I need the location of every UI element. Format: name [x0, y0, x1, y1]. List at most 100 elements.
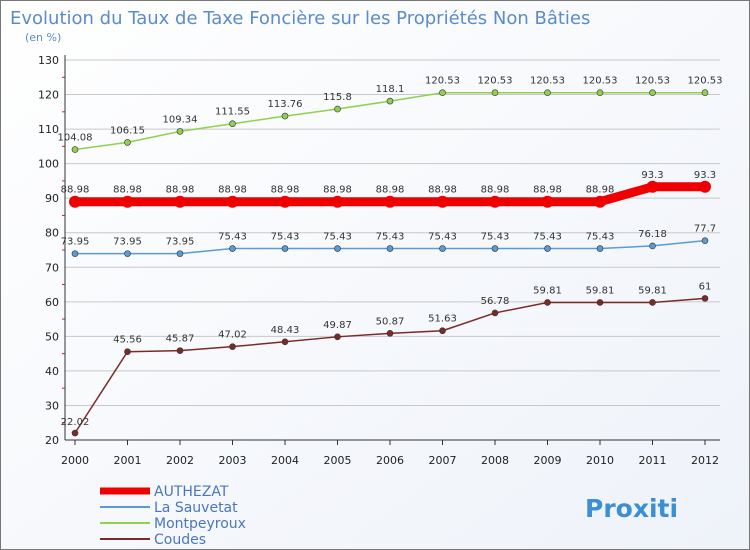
data-point — [121, 195, 134, 208]
y-tick-label: 20 — [45, 434, 59, 447]
data-label: 120.53 — [425, 76, 460, 87]
data-label: 48.43 — [271, 325, 300, 336]
y-tick-label: 70 — [45, 261, 59, 274]
data-label: 59.81 — [638, 285, 667, 296]
data-point — [439, 327, 446, 335]
legend-label: Coudes — [154, 532, 206, 548]
data-point — [384, 195, 396, 208]
data-point — [229, 343, 236, 350]
data-point — [174, 195, 186, 208]
data-point — [71, 146, 79, 153]
x-tick-label: 2005 — [324, 454, 352, 467]
data-label: 76.18 — [638, 229, 667, 240]
data-point — [331, 195, 344, 208]
data-label: 73.95 — [61, 237, 90, 248]
legend-label: AUTHEZAT — [154, 484, 229, 500]
data-label: 61 — [699, 281, 712, 292]
data-point — [439, 245, 446, 252]
x-tick-label: 2009 — [534, 454, 562, 467]
data-point — [334, 333, 341, 341]
data-label: 93.3 — [694, 170, 716, 181]
data-label: 111.55 — [215, 107, 250, 118]
data-point — [541, 195, 554, 208]
data-label: 88.98 — [586, 185, 615, 196]
data-label: 113.76 — [268, 99, 303, 110]
data-label: 88.98 — [428, 185, 457, 196]
y-axis-unit: (en %) — [25, 31, 61, 44]
data-point — [229, 245, 236, 252]
data-point — [594, 195, 606, 208]
data-label: 22.02 — [61, 417, 90, 428]
data-label: 77.7 — [694, 224, 716, 235]
data-point — [386, 330, 394, 337]
data-label: 88.98 — [113, 185, 142, 196]
data-label: 88.98 — [166, 185, 195, 196]
x-tick-label: 2002 — [166, 454, 194, 467]
data-label: 59.81 — [533, 285, 562, 296]
data-label: 75.43 — [586, 232, 615, 243]
data-point — [124, 250, 131, 257]
data-label: 88.98 — [271, 185, 300, 196]
x-tick-label: 2010 — [586, 454, 614, 467]
data-point — [489, 195, 501, 208]
y-tick-label: 40 — [45, 365, 59, 378]
data-label: 50.87 — [376, 316, 405, 327]
y-tick-label: 90 — [45, 192, 59, 205]
data-point — [436, 195, 449, 208]
data-label: 88.98 — [323, 185, 352, 196]
y-tick-label: 120 — [38, 89, 59, 102]
data-point — [334, 245, 341, 252]
data-point — [124, 139, 131, 146]
data-label: 49.87 — [323, 320, 352, 331]
data-point — [279, 195, 291, 208]
data-point — [701, 295, 709, 302]
data-point — [71, 429, 79, 437]
data-point — [229, 120, 236, 128]
data-point — [544, 245, 551, 252]
data-point — [69, 195, 81, 208]
data-label: 73.95 — [166, 237, 195, 248]
data-label: 118.1 — [376, 84, 405, 95]
data-label: 115.8 — [323, 92, 352, 103]
data-point — [544, 299, 551, 306]
proxiti-logo-text: Proxiti — [585, 494, 678, 523]
legend-label: La Sauvetat — [154, 500, 238, 516]
x-tick-label: 2007 — [429, 454, 457, 467]
data-label: 56.78 — [481, 296, 510, 307]
data-point — [176, 347, 184, 354]
data-point — [596, 245, 604, 252]
data-label: 120.53 — [635, 76, 670, 87]
data-point — [281, 112, 289, 120]
y-tick-label: 130 — [38, 54, 59, 67]
y-tick-label: 60 — [45, 296, 59, 309]
data-label: 75.43 — [218, 232, 247, 243]
data-point — [596, 299, 604, 306]
data-label: 75.43 — [481, 232, 510, 243]
y-tick-label: 110 — [38, 123, 59, 136]
data-label: 59.81 — [586, 285, 615, 296]
data-point — [649, 89, 656, 97]
data-point — [699, 180, 711, 193]
data-label: 45.87 — [166, 334, 195, 345]
x-tick-label: 2006 — [376, 454, 404, 467]
y-tick-label: 30 — [45, 399, 59, 412]
data-point — [491, 245, 499, 252]
data-point — [646, 180, 659, 193]
data-point — [226, 195, 239, 208]
data-label: 104.08 — [58, 133, 93, 144]
data-label: 73.95 — [113, 237, 142, 248]
data-label: 88.98 — [533, 185, 562, 196]
x-tick-label: 2012 — [691, 454, 719, 467]
data-point — [386, 245, 394, 252]
data-point — [334, 105, 341, 113]
y-tick-label: 80 — [45, 227, 59, 240]
data-point — [176, 250, 184, 257]
data-label: 88.98 — [61, 185, 90, 196]
data-label: 75.43 — [323, 232, 352, 243]
data-label: 75.43 — [428, 232, 457, 243]
data-label: 47.02 — [218, 330, 247, 341]
data-label: 120.53 — [583, 76, 618, 87]
data-labels: 73.95 73.95 73.95 75.43 75.43 75.43 75.43 75.43… — [58, 76, 723, 428]
data-point — [439, 89, 446, 97]
